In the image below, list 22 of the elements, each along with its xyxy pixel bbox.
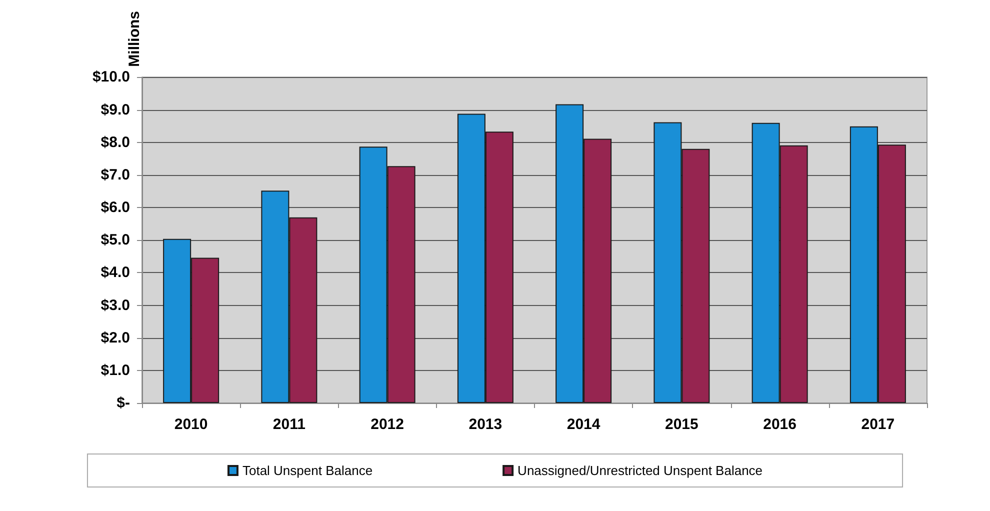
y-tick-label: $5.0 [100, 232, 130, 249]
y-tick-label: $1.0 [100, 362, 130, 379]
y-axis-title: Millions [126, 11, 143, 67]
x-tick-label: 2014 [566, 416, 601, 433]
x-tick-label: 2012 [370, 416, 404, 433]
x-tick-label: 2013 [468, 416, 502, 433]
x-tick-label: 2016 [763, 416, 796, 433]
legend-label: Total Unspent Balance [242, 463, 373, 478]
x-tick-label: 2015 [665, 416, 698, 433]
y-tick-label: $10.0 [92, 68, 130, 86]
x-tick-label: 2010 [174, 416, 208, 433]
legend-label: Unassigned/Unrestricted Unspent Balance [518, 463, 763, 478]
x-tick-label: 2017 [861, 416, 895, 433]
y-tick-label: $2.0 [100, 329, 130, 346]
y-tick-label: $3.0 [100, 296, 130, 314]
y-tick-label: $4.0 [100, 264, 130, 282]
y-tick-label: $- [116, 394, 130, 412]
y-tick-label: $9.0 [100, 101, 130, 118]
y-tick-label: $6.0 [100, 199, 130, 216]
y-tick-label: $7.0 [100, 166, 130, 184]
y-tick-label: $8.0 [100, 134, 130, 151]
x-tick-label: 2011 [272, 416, 306, 433]
